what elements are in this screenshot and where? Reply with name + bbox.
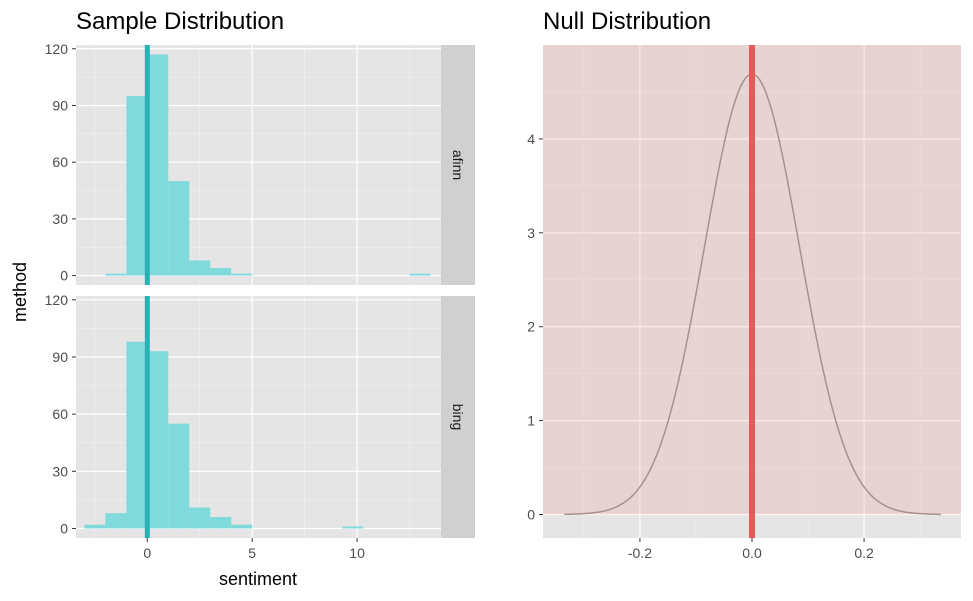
x-tick-label: 0	[143, 545, 151, 561]
histogram-bar-afinn	[210, 267, 232, 276]
y-tick-label: 30	[52, 463, 68, 479]
sample-y-axis-label: method	[10, 262, 30, 322]
histogram-bar-bing	[168, 423, 190, 529]
histogram-bar-afinn	[105, 273, 127, 276]
histogram-bar-bing	[84, 524, 106, 529]
x-tick-label: 0.2	[854, 545, 874, 561]
histogram-bar-afinn	[231, 273, 253, 276]
facet-afinn-strip	[441, 45, 475, 285]
facet-bing-bars	[84, 341, 364, 529]
histogram-bar-bing	[231, 524, 253, 529]
facet-bing-strip-label: bing	[450, 404, 466, 430]
facet-bing-strip	[441, 296, 475, 538]
histogram-bar-afinn	[126, 96, 148, 276]
histogram-bar-afinn	[409, 273, 431, 276]
facet-bing-y-ticks: 0 30 60 90 120	[45, 292, 76, 536]
y-tick-label: 0	[60, 268, 68, 284]
sample-title: Sample Distribution	[76, 8, 284, 35]
facet-afinn-bars	[105, 54, 431, 276]
histogram-bar-bing	[189, 507, 211, 529]
x-tick-label: 5	[248, 545, 256, 561]
facet-afinn-strip-label: afinn	[450, 150, 466, 180]
histogram-bar-afinn	[189, 260, 211, 276]
y-tick-label: 120	[45, 292, 69, 308]
x-tick-label: -0.2	[628, 545, 652, 561]
y-tick-label: 3	[527, 225, 535, 241]
y-tick-label: 120	[45, 41, 69, 57]
x-tick-label: 0.0	[742, 545, 762, 561]
y-tick-label: 1	[527, 413, 535, 429]
histogram-bar-bing	[342, 526, 364, 529]
histogram-bar-afinn	[147, 54, 169, 276]
sample-x-axis-label: sentiment	[219, 569, 297, 589]
sample-x-ticks: 0 5 10	[143, 538, 365, 561]
histogram-bar-bing	[126, 341, 148, 529]
null-x-ticks: -0.2 0.0 0.2	[628, 538, 874, 561]
y-tick-label: 90	[52, 349, 68, 365]
y-tick-label: 0	[60, 520, 68, 536]
y-tick-label: 60	[52, 154, 68, 170]
histogram-bar-bing	[210, 517, 232, 529]
y-tick-label: 30	[52, 211, 68, 227]
facet-afinn-y-ticks: 0 30 60 90 120	[45, 41, 76, 284]
histogram-bar-bing	[105, 513, 127, 529]
y-tick-label: 90	[52, 97, 68, 113]
x-tick-label: 10	[349, 545, 365, 561]
histogram-bar-bing	[147, 351, 169, 529]
histogram-bar-afinn	[168, 181, 190, 276]
null-title: Null Distribution	[543, 8, 711, 35]
y-tick-label: 2	[527, 319, 535, 335]
y-tick-label: 4	[527, 131, 535, 147]
y-tick-label: 60	[52, 406, 68, 422]
y-tick-label: 0	[527, 507, 535, 523]
null-y-ticks: 0 1 2 3 4	[527, 131, 543, 523]
